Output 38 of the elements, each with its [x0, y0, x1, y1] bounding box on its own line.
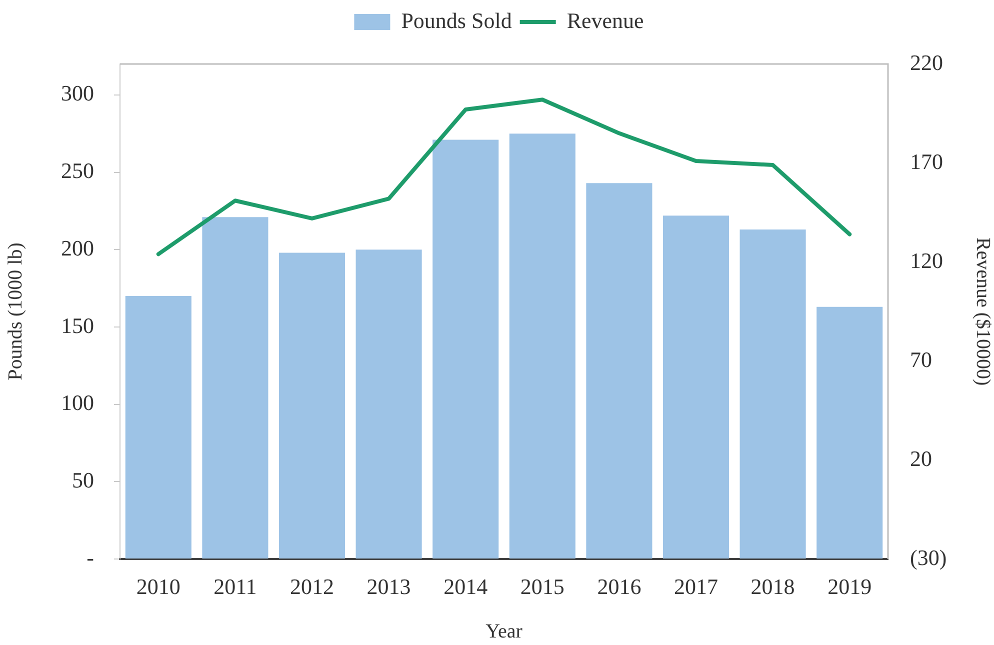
- bar: [662, 216, 730, 558]
- bar: [740, 230, 806, 558]
- bar: [202, 217, 268, 558]
- x-tick-label: 2013: [366, 574, 411, 599]
- x-tick-label: 2017: [674, 574, 718, 599]
- bar: [356, 250, 422, 558]
- legend-label: Pounds Sold: [401, 8, 512, 33]
- legend-label: Revenue: [566, 8, 644, 33]
- y2-tick-label: 170: [910, 148, 943, 174]
- x-tick-label: 2014: [444, 574, 488, 599]
- bar: [432, 140, 499, 558]
- bar: [586, 183, 652, 558]
- x-tick-label: 2019: [828, 574, 872, 599]
- y-tick-label: 300: [61, 80, 94, 106]
- y2-tick-label: 20: [910, 446, 932, 471]
- y-tick-label: 50: [72, 467, 94, 492]
- y-tick-label: 100: [61, 390, 94, 416]
- y-tick-label: 150: [61, 312, 94, 338]
- x-tick-label: 2016: [597, 574, 642, 599]
- y-tick-label: 200: [61, 235, 94, 260]
- y2-tick-label: 120: [910, 248, 943, 273]
- x-tick-label: 2010: [136, 574, 180, 599]
- y-tick-label: 250: [61, 158, 94, 184]
- x-tick-label: 2012: [290, 574, 334, 599]
- bar: [509, 134, 576, 558]
- x-axis-title: Year: [486, 620, 523, 642]
- bar: [816, 306, 883, 558]
- y-tick-label: -: [86, 544, 94, 570]
- y2-axis-title: Revenue ($10000): [972, 237, 994, 386]
- y-axis-title: Pounds (1000 lb): [4, 242, 26, 380]
- y2-tick-label: (30): [910, 544, 947, 570]
- y2-tick-label: 220: [910, 50, 943, 75]
- bar: [278, 252, 346, 558]
- x-tick-label: 2011: [214, 574, 257, 599]
- x-tick-label: 2015: [520, 574, 564, 599]
- y2-tick-label: 70: [910, 346, 932, 372]
- x-tick-label: 2018: [750, 574, 795, 599]
- bar: [125, 296, 192, 558]
